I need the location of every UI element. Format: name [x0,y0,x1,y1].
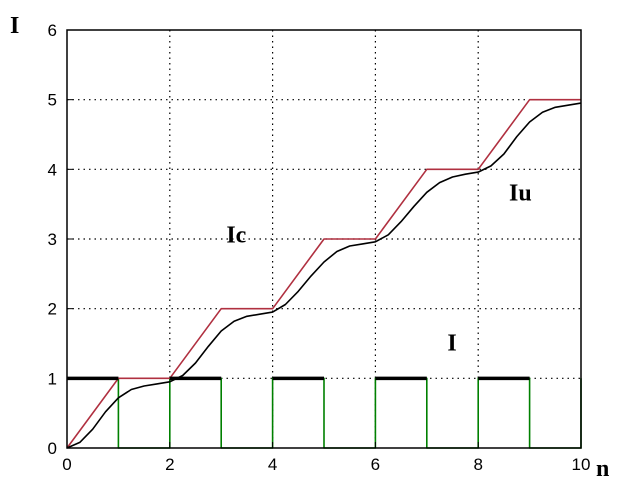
x-tick-label-3: 6 [371,455,380,474]
y-tick-label-0: 0 [48,439,57,458]
x-tick-label-2: 4 [268,455,277,474]
annotation-iu-label: Iu [509,181,532,207]
series-layer [66,98,582,449]
x-axis-title: n [596,456,609,478]
annotation-layer: Ic Iu I [226,181,531,357]
x-tick-label-0: 0 [62,455,71,474]
y-tick-label-3: 3 [48,230,57,249]
y-axis-title: I [10,13,19,39]
y-tick-label-1: 1 [48,369,57,388]
annotation-i-label: I [447,330,456,356]
y-tick-label-6: 6 [48,21,57,40]
y-tick-label-2: 2 [48,300,57,319]
x-tick-label-4: 8 [473,455,482,474]
x-tick-label-5: 10 [572,455,591,474]
annotation-ic-label: Ic [226,222,246,248]
tick-layer: 0 2 4 6 8 10 0 1 2 3 4 5 6 [48,21,591,474]
x-tick-label-1: 2 [165,455,174,474]
y-tick-label-5: 5 [48,91,57,110]
y-tick-label-4: 4 [48,160,57,179]
series-line-iu [66,102,582,449]
series-line-ic [66,98,581,449]
